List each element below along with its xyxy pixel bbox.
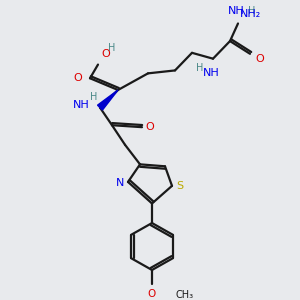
Text: O: O <box>101 49 110 59</box>
Text: O: O <box>147 289 155 298</box>
Text: H: H <box>90 92 97 102</box>
Text: NH₂: NH₂ <box>240 9 261 19</box>
Text: O: O <box>73 73 82 83</box>
Text: O: O <box>255 54 264 64</box>
Text: H: H <box>248 6 255 16</box>
Text: O: O <box>146 122 154 132</box>
Text: H: H <box>196 63 203 73</box>
Text: CH₃: CH₃ <box>175 290 193 300</box>
Polygon shape <box>98 90 118 110</box>
Text: NH: NH <box>202 68 219 79</box>
Text: NH: NH <box>228 6 244 16</box>
Text: N: N <box>116 178 124 188</box>
Text: S: S <box>176 181 184 191</box>
Text: H: H <box>108 43 116 53</box>
Text: NH: NH <box>73 100 90 110</box>
